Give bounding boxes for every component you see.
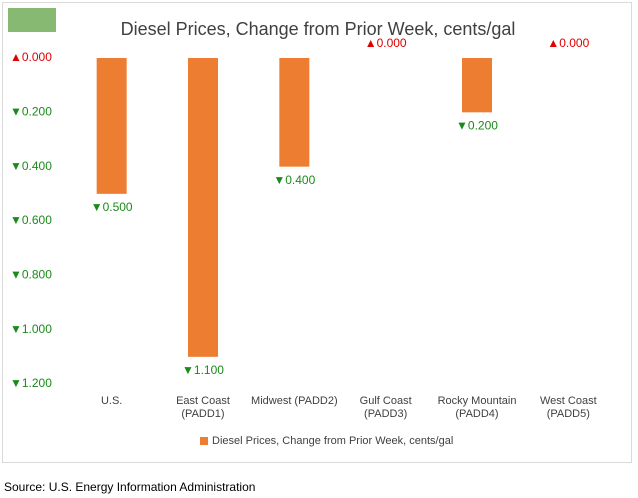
chart-title: Diesel Prices, Change from Prior Week, c…	[121, 19, 516, 39]
x-tick-label: Rocky Mountain (PADD4)	[437, 395, 517, 420]
legend-label: Diesel Prices, Change from Prior Week, c…	[212, 435, 453, 447]
y-tick-label: ▼1.200	[10, 376, 52, 390]
data-label: ▼0.400	[273, 173, 315, 187]
data-label: ▼0.500	[91, 200, 133, 214]
bar	[462, 58, 492, 113]
logo	[8, 8, 56, 32]
x-tick-label: U.S.	[100, 395, 123, 407]
x-tick-label: East Coast (PADD1)	[176, 395, 230, 420]
y-tick-label: ▼1.000	[10, 322, 52, 336]
data-label: ▼1.100	[182, 363, 224, 377]
x-tick-label: West Coast (PADD5)	[540, 395, 597, 420]
data-label: ▲0.000	[365, 36, 407, 50]
x-tick-label: Gulf Coast (PADD3)	[359, 395, 412, 420]
data-label: ▼0.200	[456, 119, 498, 133]
y-tick-label: ▼0.200	[10, 105, 52, 119]
source: Source: U.S. Energy Information Administ…	[4, 480, 255, 494]
x-tick-label: Midwest (PADD2)	[251, 395, 338, 407]
y-tick-label: ▼0.600	[10, 213, 52, 227]
data-label: ▲0.000	[547, 36, 589, 50]
bar	[96, 58, 127, 194]
y-tick-label: ▲0.000	[10, 50, 52, 64]
legend-swatch	[200, 437, 208, 445]
bar	[279, 58, 310, 167]
y-tick-label: ▼0.400	[10, 159, 52, 173]
bar	[188, 58, 218, 357]
y-tick-label: ▼0.800	[10, 268, 52, 282]
